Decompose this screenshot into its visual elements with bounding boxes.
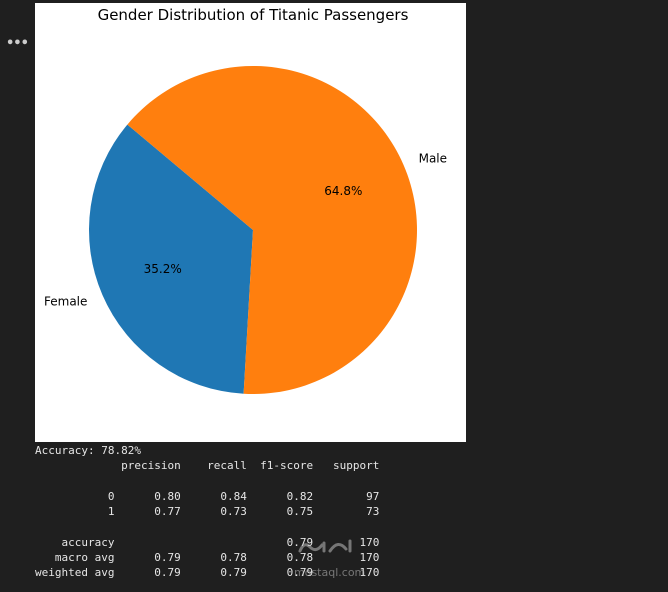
pct-label-male: 64.8%	[324, 184, 362, 198]
classification-report: Accuracy: 78.82% precision recall f1-sco…	[35, 444, 380, 580]
mostaql-logo	[298, 539, 352, 553]
pie-slice-male	[127, 65, 418, 394]
pie-chart: Gender Distribution of Titanic Passenger…	[44, 6, 447, 394]
pie-slice-female	[89, 124, 253, 394]
mostaql-watermark: mostaql.com	[294, 539, 365, 579]
pie-chart-figure: Gender Distribution of Titanic Passenger…	[35, 3, 466, 442]
slice-label-female: Female	[44, 295, 87, 309]
slice-label-male: Male	[419, 152, 447, 166]
pct-label-female: 35.2%	[144, 262, 182, 276]
cell-output-menu-icon[interactable]: •••	[6, 36, 29, 51]
chart-title: Gender Distribution of Titanic Passenger…	[98, 6, 409, 24]
watermark-url: mostaql.com	[294, 566, 365, 579]
pie-slices: Female 35.2% Male 64.8%	[44, 65, 447, 394]
